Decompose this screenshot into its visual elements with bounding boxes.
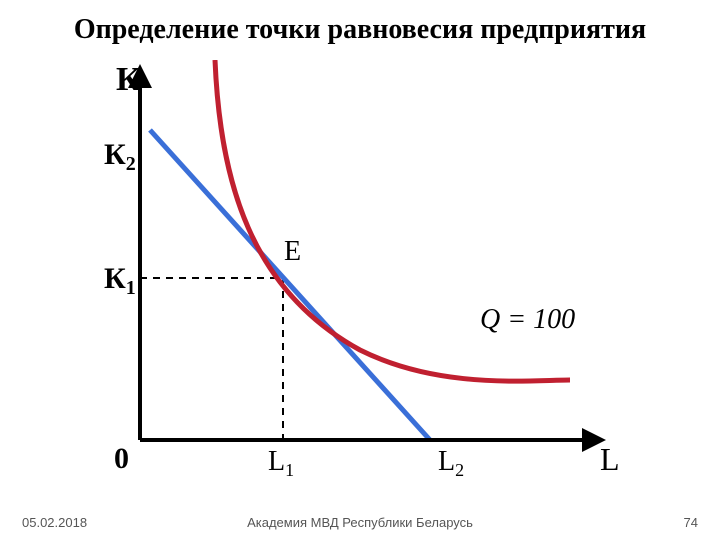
- l2-label: L2: [438, 446, 464, 480]
- footer-org: Академия МВД Республики Беларусь: [0, 515, 720, 530]
- x-axis-label: L: [600, 441, 620, 477]
- k2-label: К2: [104, 138, 136, 175]
- isocost-line: [150, 130, 430, 440]
- l1-label: L1: [268, 446, 294, 480]
- footer-page: 74: [684, 515, 698, 530]
- equilibrium-label: E: [284, 236, 301, 267]
- slide: { "title": "Определение точки равновесия…: [0, 0, 720, 540]
- y-axis-label: К: [116, 61, 141, 98]
- origin-label: 0: [114, 442, 129, 475]
- isoquant-q-label: Q = 100: [480, 304, 575, 335]
- k1-label: К1: [104, 262, 136, 299]
- slide-title: Определение точки равновесия предприятия: [0, 14, 720, 46]
- equilibrium-chart: К L 0 К2 К1 L1 L2 E Q = 100: [60, 60, 660, 490]
